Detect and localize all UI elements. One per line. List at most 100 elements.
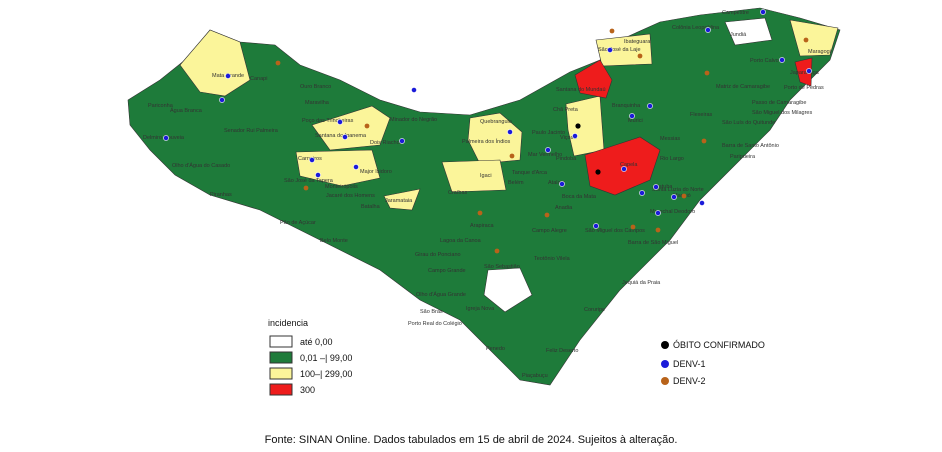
region-white (724, 17, 773, 46)
denv1-dot (671, 194, 677, 200)
denv2-dot (303, 185, 309, 191)
municipality-label: São Sebastião (484, 264, 520, 270)
municipality-label: Jundiá (730, 32, 747, 38)
municipality-label: Campo Grande (428, 268, 466, 274)
municipality-label: Jaramataia (385, 198, 413, 204)
denv1-dot (705, 27, 711, 33)
municipality-label: Água Branca (170, 107, 203, 114)
legend-dot (661, 360, 669, 368)
municipality-label: Satuba (655, 184, 673, 190)
denv2-dot (364, 123, 370, 129)
municipality-label: Viçosa (560, 135, 577, 141)
municipality-label: Mar Vermelho (528, 152, 562, 158)
denv2-dot (509, 153, 515, 159)
municipality-label: Jacaré dos Homens (326, 193, 375, 199)
region-yellow (789, 19, 839, 57)
municipality-label: Arapiraca (470, 223, 494, 229)
denv2-dot (681, 193, 687, 199)
denv2-dot (609, 28, 615, 34)
municipality-label: Paulo Jacinto (532, 130, 565, 136)
case-markers (163, 9, 812, 254)
denv1-dot (309, 157, 315, 163)
region-yellow (467, 112, 523, 165)
denv1-dot (399, 138, 405, 144)
municipality-label: São Luís do Quitunde (722, 120, 775, 126)
municipality-label: Girau do Ponciano (415, 252, 461, 258)
municipality-label: Ouro Branco (300, 84, 331, 90)
municipality-label: Marechal Deodoro (650, 209, 695, 215)
legend-label: 0,01 –| 99,00 (300, 353, 352, 363)
municipality-label: Belém (508, 180, 524, 186)
municipality-label: Santana do Mundaú (556, 87, 606, 93)
municipality-label: São Miguel dos Campos (585, 228, 645, 234)
legend-label: DENV-1 (673, 359, 706, 369)
municipality-label: Canapi (250, 76, 267, 82)
denv2-dot (477, 210, 483, 216)
municipality-label: Barra de São Miguel (628, 240, 678, 246)
denv1-dot (342, 134, 348, 140)
municipality-label: Porto de Pedras (784, 85, 824, 91)
denv1-dot (639, 190, 645, 196)
denv1-dot (647, 103, 653, 109)
legend-label: ÓBITO CONFIRMADO (673, 340, 765, 350)
region-red (574, 59, 613, 99)
legend-swatch (269, 367, 293, 380)
denv1-dot (655, 210, 661, 216)
municipality-label: Campestre (722, 10, 749, 16)
municipality-label: Penedo (486, 346, 505, 352)
denv1-dot (607, 47, 613, 53)
denv2-dot (701, 138, 707, 144)
municipality-label: Atalaia (548, 180, 566, 186)
municipality-label: Anadia (555, 205, 573, 211)
municipality-label: Minador do Negrão (390, 117, 437, 123)
municipality-label: Igreja Nova (466, 306, 495, 312)
region-white (483, 267, 533, 313)
denv1-dot (353, 164, 359, 170)
municipality-label: Flexeiras (690, 112, 713, 118)
municipality-label: Major Isidoro (360, 169, 392, 175)
denv1-dot (507, 129, 513, 135)
municipality-label: Murici (628, 118, 643, 124)
legend-swatch (269, 335, 293, 348)
denv1-dot (225, 73, 231, 79)
region-yellow (179, 29, 251, 97)
legend-title: incidencia (268, 318, 308, 328)
municipality-label: Olho d'Água do Casado (172, 162, 230, 169)
municipality-label: Paripueira (730, 154, 756, 160)
region-yellow (441, 159, 507, 193)
denv1-dot (315, 172, 321, 178)
municipality-label: Pindoba (556, 156, 577, 162)
municipality-label: Messias (660, 136, 680, 142)
legend-label: 300 (300, 385, 315, 395)
denv2-dot (637, 53, 643, 59)
municipality-label: Campo Alegre (532, 228, 567, 234)
legend-label: até 0,00 (300, 337, 333, 347)
municipality-label: São José da Laje (598, 47, 641, 53)
source-note: Fonte: SINAN Online. Dados tabulados em … (265, 434, 678, 446)
municipality-label: Branquinha (612, 103, 641, 109)
legend-label: 100–| 299,00 (300, 369, 352, 379)
death-dot (595, 169, 601, 175)
region-yellow (383, 188, 421, 211)
municipality-label: Pão de Açúcar (280, 220, 316, 226)
marker-legend: ÓBITO CONFIRMADO DENV-1 DENV-2 (661, 340, 765, 386)
municipality-label: Ibateguara (624, 39, 651, 45)
region-red (794, 57, 813, 87)
denv1-dot (779, 57, 785, 63)
municipality-label: Rio Largo (660, 156, 684, 162)
municipality-label: Santa Luzia do Norte (652, 187, 704, 193)
legend-dot (661, 341, 669, 349)
municipality-label: Pariconha (148, 103, 174, 109)
denv1-dot (629, 113, 635, 119)
municipality-label: Passo de Camaragibe (752, 100, 806, 106)
denv1-dot (545, 147, 551, 153)
denv2-dot (630, 224, 636, 230)
municipality-label: São Miguel dos Milagres (752, 110, 812, 116)
denv2-dot (803, 37, 809, 43)
municipality-label: Lagoa da Canoa (440, 238, 482, 244)
denv2-dot (275, 60, 281, 66)
denv2-dot (655, 227, 661, 233)
region-yellow (595, 33, 653, 67)
region-yellow (565, 95, 605, 157)
